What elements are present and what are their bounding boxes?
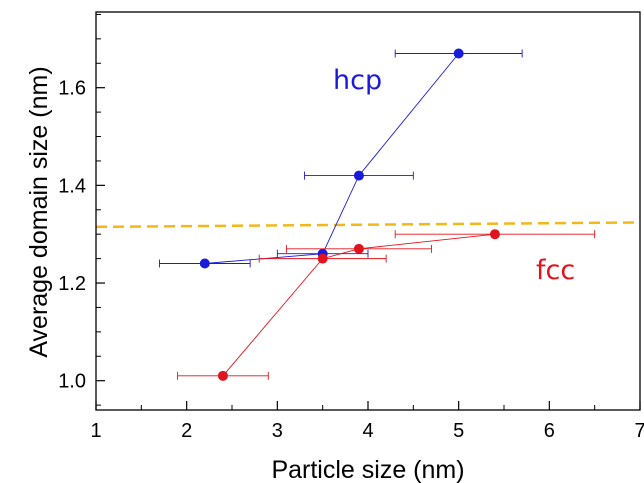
y-tick-label: 1.0 bbox=[58, 371, 86, 393]
reference-line bbox=[95, 221, 641, 229]
x-tick-label: 6 bbox=[544, 420, 555, 442]
series-label-hcp: hcp bbox=[333, 65, 382, 96]
x-tick-label: 1 bbox=[90, 420, 101, 442]
x-tick-label: 2 bbox=[181, 420, 192, 442]
y-tick-label: 1.6 bbox=[58, 78, 86, 100]
y-axis-title: Average domain size (nm) bbox=[25, 66, 53, 357]
y-tick-label: 1.2 bbox=[58, 273, 86, 295]
x-tick-label: 3 bbox=[272, 420, 283, 442]
series-line-hcp bbox=[204, 53, 460, 264]
series-label-fcc: fcc bbox=[536, 255, 575, 286]
data-point-fcc bbox=[489, 229, 500, 240]
data-point-fcc bbox=[353, 243, 364, 254]
x-axis-title: Particle size (nm) bbox=[271, 456, 464, 483]
data-point-fcc bbox=[217, 370, 228, 381]
axes-layer: 1 2 3 4 5 6 7 1.0 1.2 1.4 1.6 bbox=[58, 11, 644, 442]
y-tick-label: 1.4 bbox=[58, 175, 86, 197]
series-line-fcc bbox=[222, 233, 495, 377]
x-tick-label: 7 bbox=[634, 420, 644, 442]
reference-line-layer bbox=[95, 221, 641, 229]
x-tick-label: 4 bbox=[362, 420, 373, 442]
data-point-hcp bbox=[199, 258, 210, 269]
data-point-hcp bbox=[353, 170, 364, 181]
series-layer bbox=[159, 48, 596, 381]
data-point-hcp bbox=[453, 48, 464, 59]
data-point-fcc bbox=[317, 253, 328, 264]
x-tick-label: 5 bbox=[453, 420, 464, 442]
series-fcc bbox=[177, 229, 596, 381]
